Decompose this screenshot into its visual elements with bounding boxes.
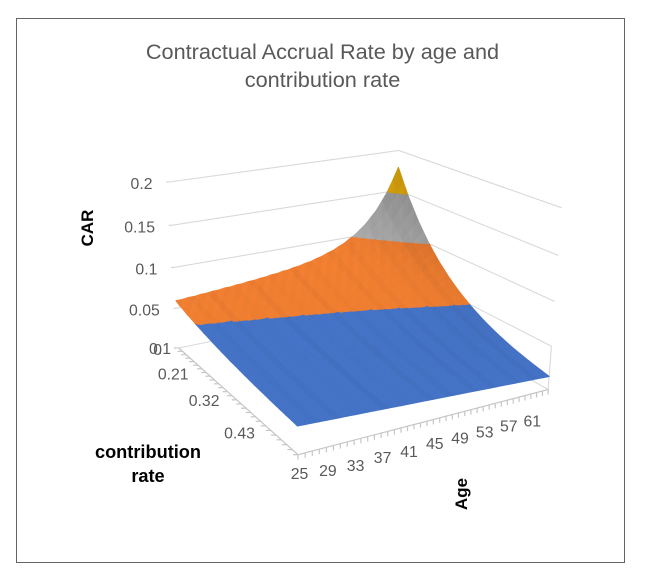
svg-text:29: 29	[319, 463, 337, 480]
svg-text:0.1: 0.1	[135, 262, 157, 279]
svg-text:0.21: 0.21	[158, 367, 189, 384]
svg-text:0.2: 0.2	[131, 176, 153, 193]
svg-text:49: 49	[451, 430, 469, 447]
svg-text:0.32: 0.32	[189, 393, 220, 410]
svg-text:37: 37	[374, 450, 392, 467]
svg-text:0.05: 0.05	[129, 302, 160, 319]
svg-text:61: 61	[524, 414, 542, 431]
svg-text:41: 41	[400, 444, 418, 461]
svg-text:25: 25	[291, 466, 309, 483]
svg-text:0.1: 0.1	[149, 341, 171, 358]
svg-text:33: 33	[347, 458, 365, 475]
svg-text:45: 45	[426, 436, 444, 453]
svg-text:53: 53	[476, 425, 494, 442]
svg-text:0.15: 0.15	[124, 220, 155, 237]
svg-text:57: 57	[500, 419, 518, 436]
